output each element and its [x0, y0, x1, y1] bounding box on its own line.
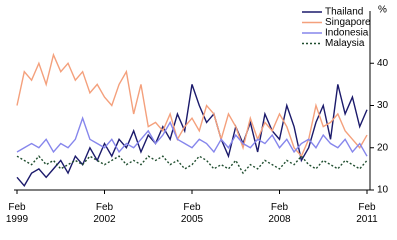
x-tick-label: Feb 2002 — [93, 202, 116, 225]
series-line — [16, 84, 368, 187]
x-tick-label: Feb 2011 — [356, 202, 378, 225]
y-tick-label: 30 — [377, 100, 389, 111]
y-axis-label: % — [378, 5, 387, 16]
legend-label: Malaysia — [325, 38, 365, 49]
legend-label: Singapore — [325, 17, 371, 28]
series-line — [16, 52, 368, 158]
y-tick-label: 10 — [377, 185, 389, 196]
x-tick-label: Feb 2005 — [180, 202, 204, 225]
legend-label: Indonesia — [325, 28, 369, 39]
x-tick-label: Feb 1999 — [5, 202, 29, 225]
series-line — [16, 116, 368, 157]
series-line — [16, 155, 368, 175]
chart-container: % 10 20 30 40 Thailand Singapore Indonesia Mala… — [5, 5, 389, 225]
chart: % 10 20 30 40 ThailandSingaporeIndonesiaMala… — [14, 5, 389, 196]
x-tick-label: Feb 2008 — [268, 202, 291, 225]
legend-label: Thailand — [325, 7, 363, 18]
y-tick-label: 40 — [377, 58, 389, 69]
y-tick-label: 20 — [377, 142, 389, 153]
